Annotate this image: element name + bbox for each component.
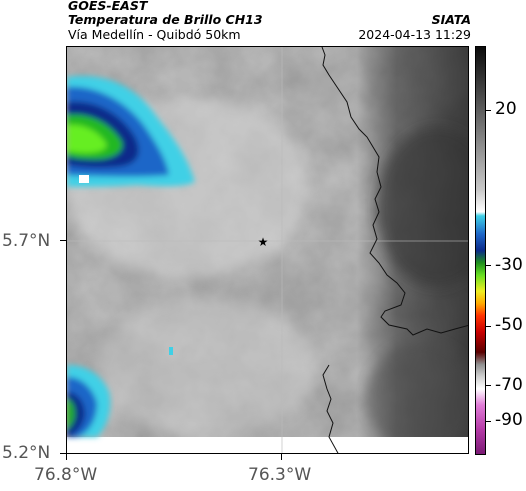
map-canvas: ★ bbox=[67, 47, 468, 453]
route-subtitle: Vía Medellín - Quibdó 50km bbox=[68, 27, 241, 42]
x-tick-label: 76.8°W bbox=[34, 465, 98, 485]
x-tick-label: 76.3°W bbox=[248, 465, 312, 485]
colorbar-label: 20 bbox=[495, 99, 517, 119]
colorbar-tick bbox=[486, 265, 491, 266]
x-tick-mark bbox=[66, 454, 67, 460]
product-title: Temperatura de Brillo CH13 bbox=[68, 12, 263, 27]
cold-cloud-northwest bbox=[67, 76, 195, 187]
y-tick-mark bbox=[60, 240, 66, 241]
y-tick-label: 5.2°N bbox=[2, 443, 51, 463]
x-tick-mark bbox=[281, 454, 282, 460]
cold-cloud-southwest bbox=[67, 365, 111, 437]
datetime-label: 2024-04-13 11:29 bbox=[358, 27, 471, 42]
satellite-map[interactable]: ★ bbox=[66, 46, 469, 454]
colorbar-tick bbox=[486, 326, 491, 327]
y-tick-label: 5.7°N bbox=[2, 231, 51, 251]
colorbar bbox=[475, 46, 486, 455]
colorbar-label: -90 bbox=[495, 410, 523, 430]
colorbar-label: -30 bbox=[495, 255, 523, 275]
y-tick-mark bbox=[60, 453, 66, 454]
colorbar-tick bbox=[486, 110, 491, 111]
colorbar-label: -50 bbox=[495, 315, 523, 335]
agency-label: SIATA bbox=[431, 12, 471, 27]
colorbar-tick bbox=[486, 421, 491, 422]
satellite-title: GOES-EAST bbox=[68, 0, 148, 13]
colorbar-label: -70 bbox=[495, 375, 523, 395]
route-center-star: ★ bbox=[258, 235, 269, 249]
department-boundary bbox=[321, 47, 468, 336]
colorbar-tick bbox=[486, 385, 491, 386]
